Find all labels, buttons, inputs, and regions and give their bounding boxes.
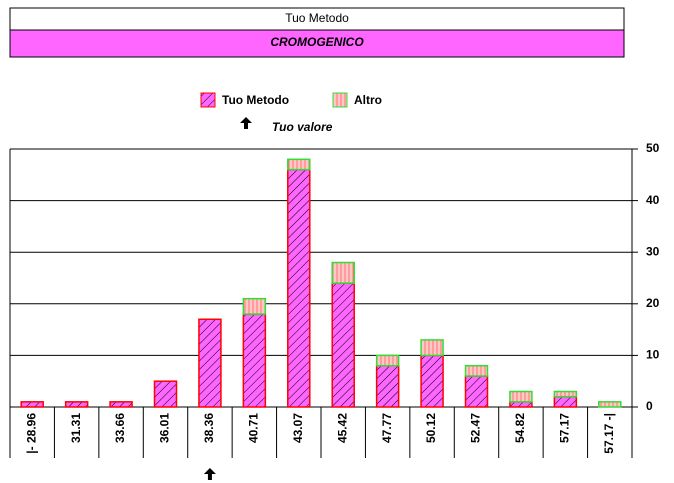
bar — [287, 158, 311, 171]
bar — [198, 318, 222, 408]
annotation-arrow — [240, 117, 252, 129]
bar — [287, 168, 311, 408]
x-tick-label: 33.66 — [113, 413, 127, 443]
value-marker — [203, 468, 216, 480]
x-tick-label: 43.07 — [291, 413, 305, 443]
bar — [375, 364, 400, 408]
bar — [375, 354, 400, 367]
x-tick-label: 50.12 — [424, 413, 438, 443]
bar — [509, 390, 533, 403]
bar — [509, 401, 533, 408]
bar — [464, 375, 489, 408]
legend-swatch — [332, 92, 348, 108]
bar — [20, 401, 44, 408]
x-tick-label: |- 28.96 — [24, 413, 38, 454]
bar — [64, 401, 89, 408]
x-tick-label: 31.31 — [69, 413, 83, 443]
x-tick-label: 52.47 — [469, 413, 483, 443]
chart-subtitle: CROMOGENICO — [270, 35, 364, 49]
bar — [553, 390, 578, 398]
subtitle-box — [9, 29, 625, 58]
bar — [420, 339, 444, 357]
bar — [553, 395, 578, 408]
y-tick-label: 20 — [646, 296, 660, 310]
annotation: Tuo valore — [272, 120, 333, 134]
legend-swatch — [200, 92, 216, 108]
y-tick-label: 10 — [646, 348, 660, 362]
x-tick-label: 54.82 — [513, 413, 527, 443]
bar — [242, 297, 267, 315]
y-tick-label: 50 — [646, 141, 660, 155]
chart-title: Tuo Metodo — [285, 11, 349, 25]
x-tick-label: 57.17 -| — [602, 413, 616, 454]
x-tick-label: 38.36 — [202, 413, 216, 443]
y-tick-label: 30 — [646, 244, 660, 258]
x-tick-label: 40.71 — [247, 413, 261, 443]
y-tick-label: 40 — [646, 193, 660, 207]
bar — [331, 282, 355, 408]
bar — [153, 380, 178, 408]
bar — [109, 401, 133, 408]
bar — [464, 364, 489, 377]
bar — [331, 261, 355, 284]
x-tick-label: 36.01 — [158, 413, 172, 443]
legend-label: Tuo Metodo — [222, 93, 289, 107]
x-tick-label: 45.42 — [335, 413, 349, 443]
bar — [598, 401, 622, 408]
x-tick-label: 57.17 — [558, 413, 572, 443]
bar — [242, 313, 267, 408]
bar — [420, 354, 444, 408]
legend-label: Altro — [354, 93, 382, 107]
x-tick-label: 47.77 — [380, 413, 394, 443]
y-tick-label: 0 — [646, 399, 653, 413]
